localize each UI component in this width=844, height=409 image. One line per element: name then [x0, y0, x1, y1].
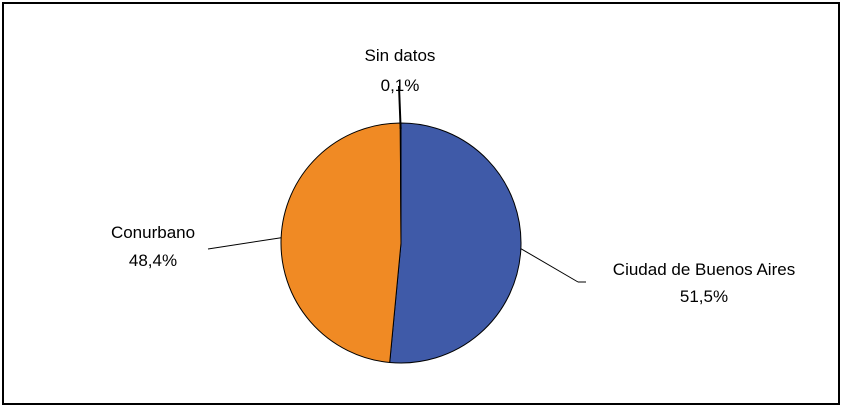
slice-label-ciudad-de-buenos-aires: Ciudad de Buenos Aires — [613, 260, 795, 279]
leader-line-conurbano — [207, 237, 282, 250]
pie-slices — [280, 122, 522, 364]
leader-line-ciudad-de-buenos-aires — [520, 248, 579, 283]
pie-slice-ciudad-de-buenos-aires — [389, 122, 522, 364]
pie-slice-conurbano — [280, 122, 402, 364]
slice-value-sin-datos: 0,1% — [381, 76, 420, 95]
leader-line-sin-datos — [398, 85, 402, 130]
slice-labels: Ciudad de Buenos Aires 51,5% Conurbano 4… — [111, 46, 795, 306]
leader-lines — [207, 85, 586, 283]
slice-label-conurbano: Conurbano — [111, 223, 195, 242]
slice-value-conurbano: 48,4% — [129, 251, 177, 270]
slice-label-sin-datos: Sin datos — [365, 46, 436, 65]
slice-value-ciudad-de-buenos-aires: 51,5% — [680, 287, 728, 306]
